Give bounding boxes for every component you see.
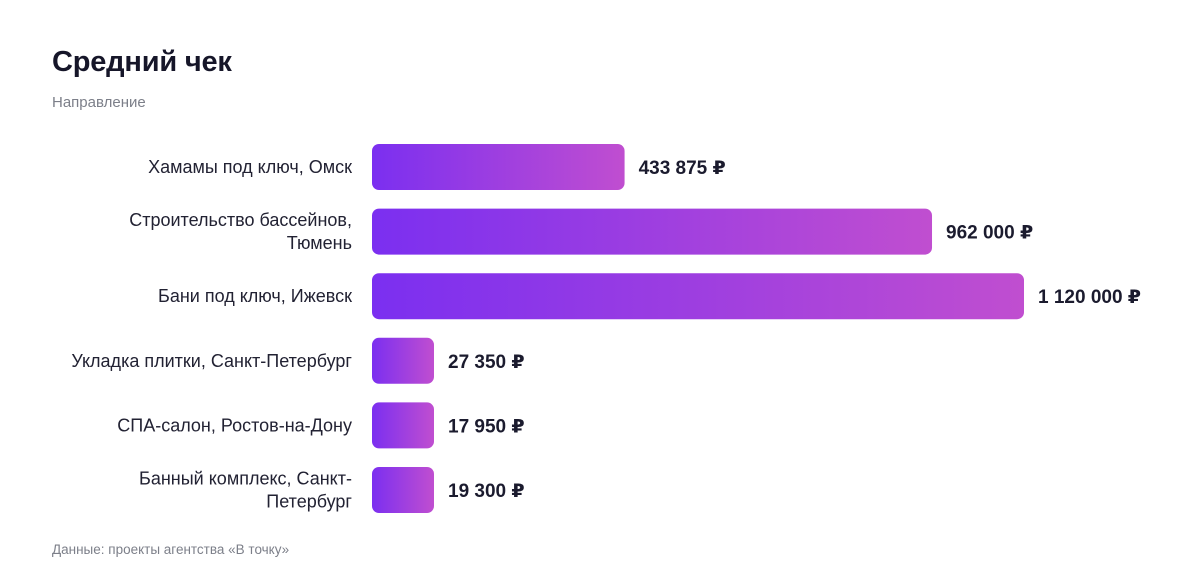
bar-5 xyxy=(372,467,434,513)
category-label-4: СПА-салон, Ростов-на-Дону xyxy=(117,415,352,435)
bar-0 xyxy=(372,144,625,190)
chart-title: Средний чек xyxy=(52,46,232,78)
value-label-3: 27 350 ₽ xyxy=(448,352,525,373)
chart-footnote: Данные: проекты агентства «В точку» xyxy=(52,542,290,557)
category-label-3: Укладка плитки, Санкт-Петербург xyxy=(71,351,352,371)
bar-1 xyxy=(372,208,933,255)
value-label-2: 1 120 000 ₽ xyxy=(1038,287,1141,308)
value-label-5: 19 300 ₽ xyxy=(448,481,525,502)
value-label-1: 962 000 ₽ xyxy=(946,223,1033,244)
value-label-0: 433 875 ₽ xyxy=(639,158,726,179)
value-label-4: 17 950 ₽ xyxy=(448,416,525,437)
bar-2 xyxy=(372,273,1024,320)
chart-subtitle: Направление xyxy=(52,94,146,111)
category-label-1: Строительство бассейнов, Тюмень xyxy=(129,210,352,253)
bar-4 xyxy=(372,402,434,449)
category-label-5: Банный комплекс, Санкт-Петербург xyxy=(139,469,352,512)
category-label-2: Бани под ключ, Ижевск xyxy=(158,286,352,306)
bar-3 xyxy=(372,337,434,384)
category-label-0: Хамамы под ключ, Омск xyxy=(148,157,352,177)
